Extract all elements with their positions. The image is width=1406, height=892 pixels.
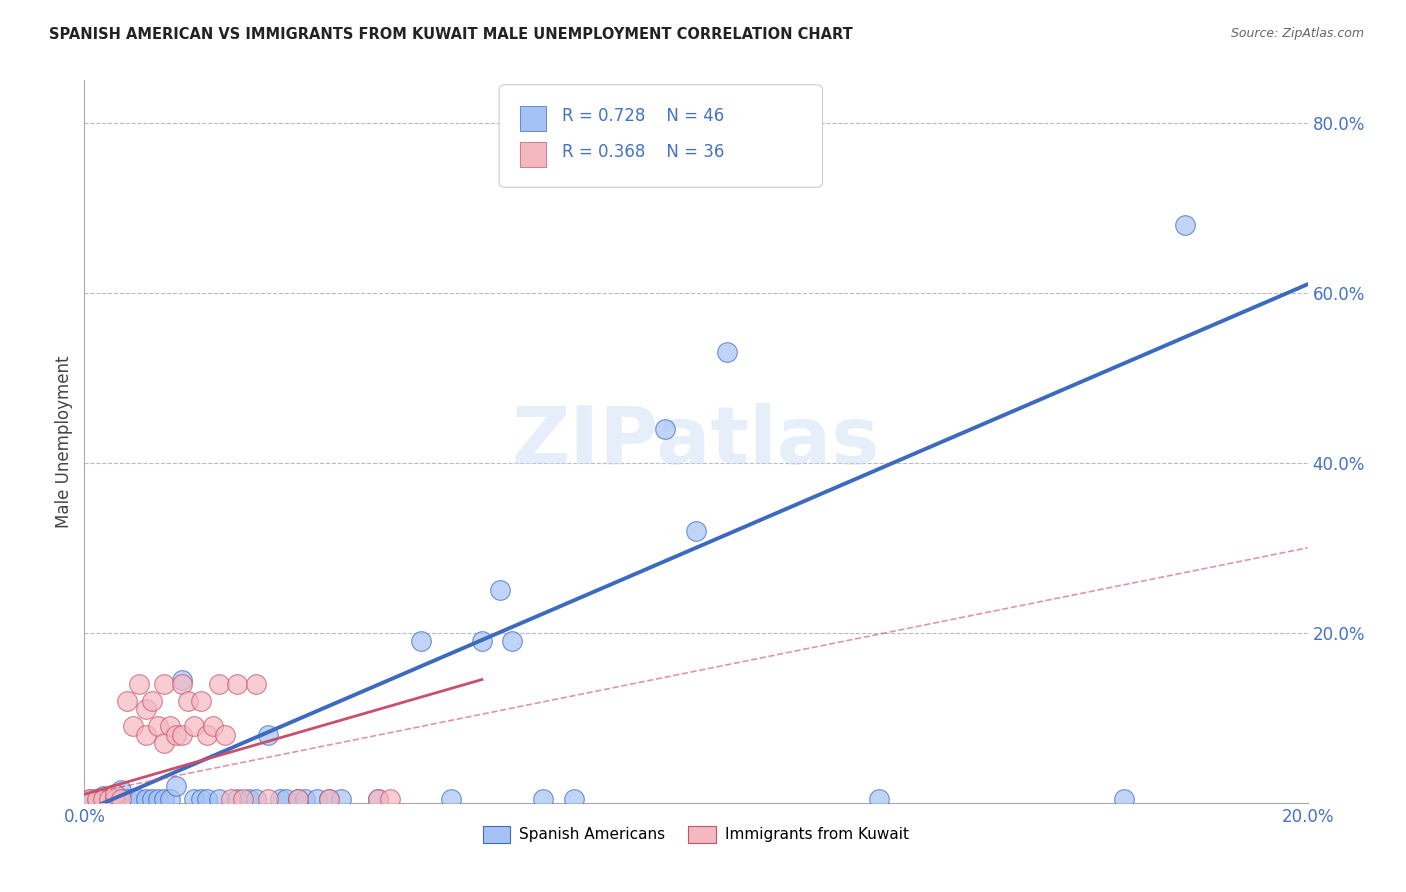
Point — [257, 791, 280, 805]
Legend: Spanish Americans, Immigrants from Kuwait: Spanish Americans, Immigrants from Kuwai… — [477, 820, 915, 849]
Point — [172, 673, 194, 687]
Point — [330, 791, 353, 805]
Point — [245, 677, 267, 691]
Point — [122, 791, 145, 805]
Point — [97, 791, 120, 805]
Point — [869, 791, 891, 805]
Point — [183, 791, 205, 805]
Point — [86, 791, 108, 805]
Point — [294, 791, 316, 805]
Text: R = 0.368    N = 36: R = 0.368 N = 36 — [562, 143, 724, 161]
Point — [190, 694, 212, 708]
Point — [128, 791, 150, 805]
Point — [201, 719, 224, 733]
Point — [104, 791, 127, 805]
Point — [287, 791, 309, 805]
Point — [128, 677, 150, 691]
Point — [159, 791, 181, 805]
Point — [195, 791, 218, 805]
Point — [471, 634, 494, 648]
Point — [318, 791, 340, 805]
Point — [115, 791, 138, 805]
Text: R = 0.728    N = 46: R = 0.728 N = 46 — [562, 107, 724, 125]
Point — [489, 583, 512, 598]
Point — [104, 787, 127, 801]
Point — [135, 728, 157, 742]
Point — [318, 791, 340, 805]
Point — [97, 793, 120, 807]
Point — [367, 791, 389, 805]
Point — [208, 791, 231, 805]
Point — [183, 719, 205, 733]
Point — [79, 791, 101, 805]
Point — [172, 728, 194, 742]
Point — [172, 677, 194, 691]
Point — [1114, 791, 1136, 805]
Point — [153, 736, 176, 750]
Point — [135, 702, 157, 716]
Point — [380, 791, 402, 805]
Point — [141, 791, 163, 805]
Point — [232, 791, 254, 805]
Point — [269, 791, 291, 805]
Point — [685, 524, 707, 538]
Point — [502, 634, 524, 648]
Point — [91, 791, 114, 805]
Point — [141, 694, 163, 708]
Point — [190, 791, 212, 805]
Point — [165, 728, 187, 742]
Point — [440, 791, 463, 805]
Point — [226, 791, 249, 805]
Point — [91, 789, 114, 803]
Point — [257, 728, 280, 742]
Point — [165, 779, 187, 793]
Point — [654, 422, 676, 436]
Point — [409, 634, 432, 648]
Point — [214, 728, 236, 742]
Text: SPANISH AMERICAN VS IMMIGRANTS FROM KUWAIT MALE UNEMPLOYMENT CORRELATION CHART: SPANISH AMERICAN VS IMMIGRANTS FROM KUWA… — [49, 27, 853, 42]
Point — [287, 791, 309, 805]
Point — [159, 719, 181, 733]
Point — [245, 791, 267, 805]
Y-axis label: Male Unemployment: Male Unemployment — [55, 355, 73, 528]
Point — [208, 677, 231, 691]
Point — [153, 791, 176, 805]
Point — [195, 728, 218, 742]
Point — [219, 791, 242, 805]
Point — [562, 791, 585, 805]
Point — [531, 791, 554, 805]
Point — [86, 791, 108, 805]
Point — [110, 791, 132, 805]
Point — [104, 787, 127, 801]
Point — [367, 791, 389, 805]
Point — [146, 719, 169, 733]
Point — [135, 791, 157, 805]
Point — [104, 791, 127, 805]
Point — [1174, 218, 1197, 232]
Point — [226, 677, 249, 691]
Point — [110, 783, 132, 797]
Point — [122, 719, 145, 733]
Point — [177, 694, 200, 708]
Point — [276, 791, 298, 805]
Point — [146, 791, 169, 805]
Point — [79, 791, 101, 805]
Point — [716, 345, 738, 359]
Point — [305, 791, 328, 805]
Point — [115, 694, 138, 708]
Text: ZIPatlas: ZIPatlas — [512, 402, 880, 481]
Point — [153, 677, 176, 691]
Point — [238, 791, 260, 805]
Text: Source: ZipAtlas.com: Source: ZipAtlas.com — [1230, 27, 1364, 40]
